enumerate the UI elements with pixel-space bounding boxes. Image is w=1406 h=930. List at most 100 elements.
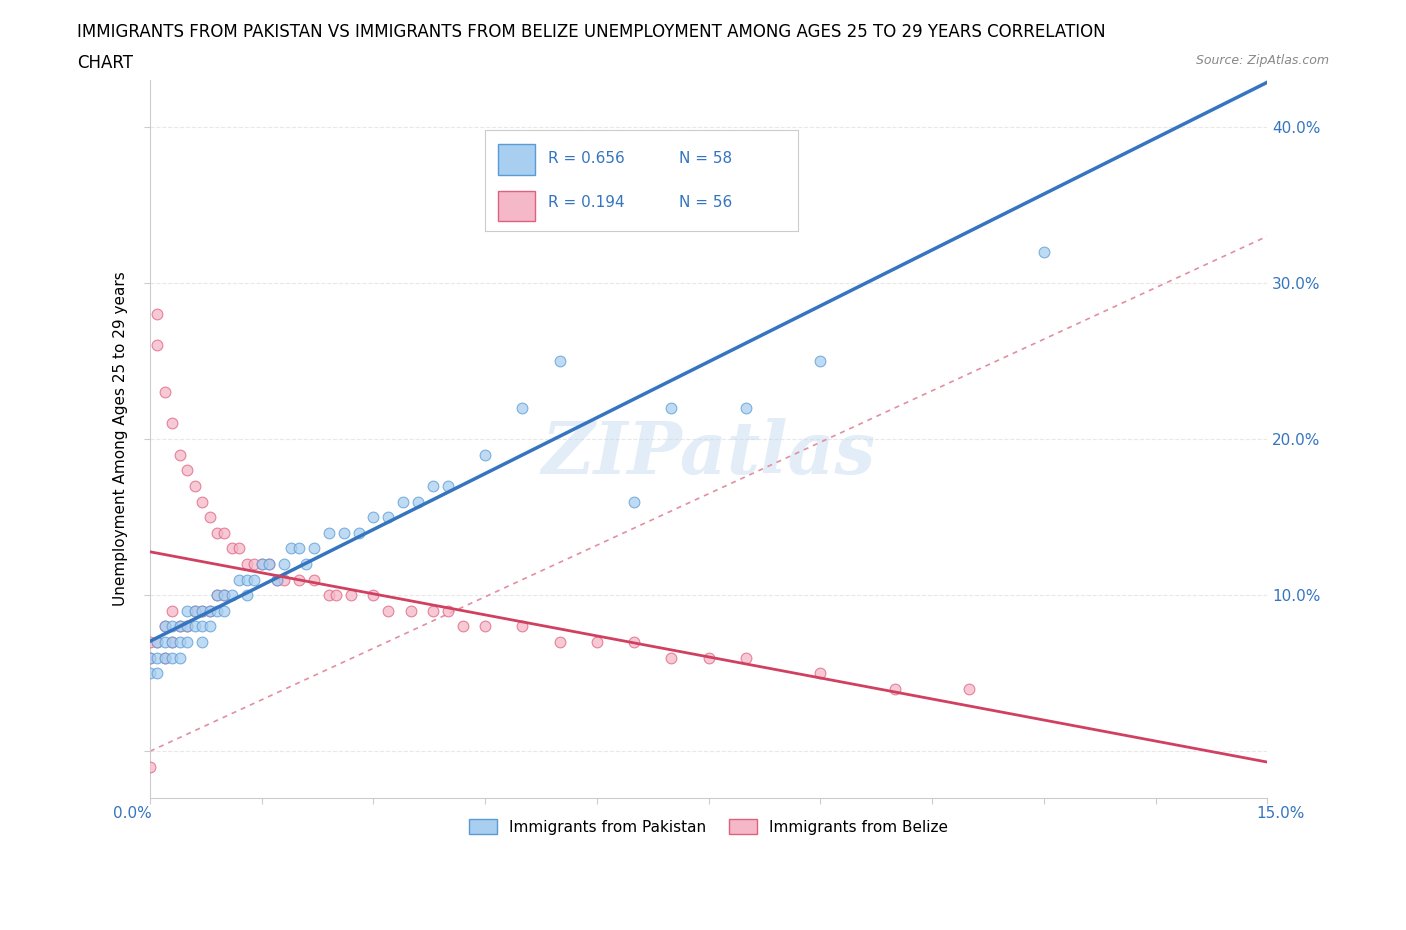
Point bbox=[198, 510, 221, 525]
Point bbox=[205, 588, 228, 603]
Text: IMMIGRANTS FROM PAKISTAN VS IMMIGRANTS FROM BELIZE UNEMPLOYMENT AMONG AGES 25 TO: IMMIGRANTS FROM PAKISTAN VS IMMIGRANTS F… bbox=[77, 23, 1107, 41]
Point bbox=[162, 650, 184, 665]
Point bbox=[191, 494, 214, 509]
Point bbox=[198, 604, 221, 618]
Point bbox=[191, 604, 214, 618]
Text: CHART: CHART bbox=[77, 54, 134, 72]
Point bbox=[243, 556, 266, 571]
Point bbox=[153, 619, 176, 634]
Point bbox=[228, 572, 250, 587]
Point bbox=[735, 401, 758, 416]
Point bbox=[139, 760, 162, 775]
Point bbox=[406, 494, 429, 509]
Point bbox=[162, 604, 184, 618]
Y-axis label: Unemployment Among Ages 25 to 29 years: Unemployment Among Ages 25 to 29 years bbox=[114, 272, 128, 606]
Point bbox=[250, 556, 273, 571]
Point bbox=[377, 604, 399, 618]
Point bbox=[153, 619, 176, 634]
Text: 15.0%: 15.0% bbox=[1256, 806, 1305, 821]
Point bbox=[280, 541, 302, 556]
Point bbox=[214, 588, 236, 603]
Point bbox=[295, 556, 318, 571]
Point bbox=[221, 541, 243, 556]
Point bbox=[236, 572, 259, 587]
Point bbox=[623, 494, 645, 509]
Point bbox=[153, 385, 176, 400]
Point bbox=[808, 666, 831, 681]
Point bbox=[183, 619, 205, 634]
Point bbox=[176, 604, 198, 618]
Point bbox=[198, 604, 221, 618]
Point bbox=[176, 619, 198, 634]
Point bbox=[257, 556, 280, 571]
Point bbox=[162, 416, 184, 431]
Point bbox=[392, 494, 415, 509]
Point bbox=[266, 572, 288, 587]
Point bbox=[139, 666, 162, 681]
Point bbox=[183, 604, 205, 618]
Point bbox=[243, 572, 266, 587]
Point bbox=[512, 401, 534, 416]
Point bbox=[422, 479, 444, 494]
Point bbox=[176, 463, 198, 478]
Point bbox=[169, 619, 191, 634]
Point bbox=[377, 510, 399, 525]
Point bbox=[169, 619, 191, 634]
Point bbox=[512, 619, 534, 634]
Point bbox=[340, 588, 363, 603]
Point bbox=[236, 588, 259, 603]
Point bbox=[548, 634, 571, 649]
Point bbox=[288, 541, 311, 556]
Point bbox=[236, 556, 259, 571]
Point bbox=[205, 604, 228, 618]
Point bbox=[183, 479, 205, 494]
Point bbox=[162, 634, 184, 649]
Point bbox=[302, 541, 325, 556]
Point bbox=[250, 556, 273, 571]
Point bbox=[146, 666, 169, 681]
Point bbox=[221, 588, 243, 603]
Point bbox=[228, 541, 250, 556]
Point bbox=[363, 588, 385, 603]
Point bbox=[198, 619, 221, 634]
Point bbox=[318, 525, 340, 540]
Point bbox=[266, 572, 288, 587]
Point bbox=[214, 588, 236, 603]
Point bbox=[176, 619, 198, 634]
Point bbox=[183, 604, 205, 618]
Point bbox=[205, 588, 228, 603]
Text: ZIPatlas: ZIPatlas bbox=[541, 418, 876, 489]
Point bbox=[257, 556, 280, 571]
Point bbox=[302, 572, 325, 587]
Point bbox=[169, 447, 191, 462]
Point bbox=[153, 634, 176, 649]
Point bbox=[548, 353, 571, 368]
Point bbox=[139, 650, 162, 665]
Point bbox=[437, 604, 460, 618]
Point bbox=[623, 634, 645, 649]
Point bbox=[474, 447, 496, 462]
Point bbox=[139, 650, 162, 665]
Point bbox=[661, 174, 683, 189]
Point bbox=[176, 634, 198, 649]
Point bbox=[957, 682, 980, 697]
Point bbox=[697, 650, 720, 665]
Point bbox=[191, 619, 214, 634]
Text: Source: ZipAtlas.com: Source: ZipAtlas.com bbox=[1195, 54, 1329, 67]
Point bbox=[205, 525, 228, 540]
Point bbox=[191, 604, 214, 618]
Point bbox=[474, 619, 496, 634]
Point bbox=[661, 401, 683, 416]
Point bbox=[214, 525, 236, 540]
Point bbox=[288, 572, 311, 587]
Legend: Immigrants from Pakistan, Immigrants from Belize: Immigrants from Pakistan, Immigrants fro… bbox=[464, 813, 955, 841]
Point bbox=[437, 479, 460, 494]
Point bbox=[318, 588, 340, 603]
Point bbox=[153, 650, 176, 665]
Point bbox=[451, 619, 474, 634]
Point bbox=[146, 650, 169, 665]
Point bbox=[146, 307, 169, 322]
Point bbox=[325, 588, 347, 603]
Point bbox=[169, 650, 191, 665]
Point bbox=[332, 525, 354, 540]
